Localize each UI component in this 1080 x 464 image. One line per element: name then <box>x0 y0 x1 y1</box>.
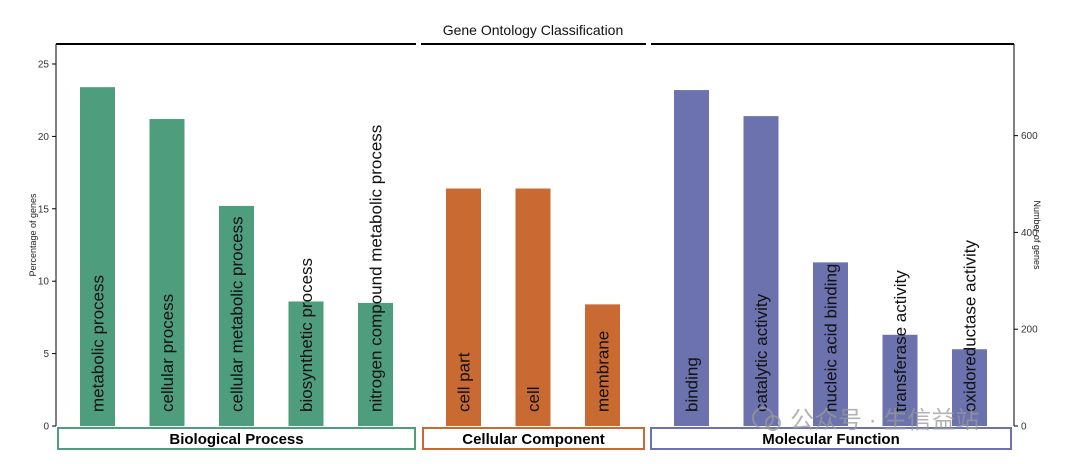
bar-label: cellular process <box>158 294 177 412</box>
bar-label: transferase activity <box>891 270 910 412</box>
bar <box>515 188 551 426</box>
y-right-tick-label: 400 <box>1021 228 1038 239</box>
group-label: Biological Process <box>169 431 303 448</box>
bar <box>674 90 709 427</box>
watermark-text: 公众号 · 生信益站 <box>790 407 979 434</box>
bars-layer <box>80 87 987 427</box>
y-left-tick-label: 25 <box>38 60 50 71</box>
bar <box>288 301 324 426</box>
wechat-icon-inner <box>765 415 781 431</box>
y-right-tick-label: 600 <box>1021 131 1038 142</box>
y-axis-left-title: Percentage of genes <box>28 193 38 277</box>
y-left-tick-label: 5 <box>43 349 49 360</box>
bar <box>149 119 185 427</box>
bar-label: nitrogen compound metabolic process <box>367 125 386 412</box>
bar-labels-layer: metabolic process cellular process cellula… <box>89 125 980 412</box>
bar <box>358 302 393 426</box>
y-left-tick-label: 15 <box>38 204 50 215</box>
bar <box>882 334 918 426</box>
group-label: Cellular Component <box>462 431 605 448</box>
bar-label: biosynthetic process <box>297 258 316 412</box>
bar-label: cellular metabolic process <box>228 216 247 412</box>
y-left-tick-label: 20 <box>38 132 50 143</box>
y-right-tick-label: 0 <box>1021 422 1027 433</box>
bar-label: nucleic acid binding <box>822 264 841 412</box>
bar-label: oxidoreductase activity <box>961 240 980 412</box>
chart-title: Gene Ontology Classification <box>443 22 624 38</box>
bar-label: binding <box>683 357 702 412</box>
wechat-icon <box>752 407 774 429</box>
y-axis-right-title: Number of genes <box>1032 200 1042 270</box>
bar-label: catalytic activity <box>752 293 771 412</box>
group-labels-layer: Biological Process Cellular Component Mole… <box>57 427 1012 450</box>
bar <box>813 262 848 426</box>
y-left-tick-label: 10 <box>38 277 50 288</box>
watermark: 公众号 · 生信益站 <box>752 407 979 434</box>
group-label: Molecular Function <box>762 431 900 448</box>
bar-label: cell <box>524 386 543 412</box>
group-box <box>650 427 1012 450</box>
bar <box>585 304 620 426</box>
group-box <box>422 427 645 450</box>
bar-label: cell part <box>455 352 474 412</box>
group-box <box>57 427 416 450</box>
bar <box>952 349 987 426</box>
bar-label: metabolic process <box>89 275 108 412</box>
y-left-tick-label: 0 <box>43 422 49 433</box>
bar <box>743 116 779 427</box>
bar <box>446 188 481 426</box>
y-right-tick-label: 200 <box>1021 325 1038 336</box>
bar <box>219 205 254 426</box>
bar-label: membrane <box>594 331 613 412</box>
bar <box>80 87 115 426</box>
axes-layer: 0 5 10 15 20 25 0 200 400 600 <box>38 43 1038 433</box>
